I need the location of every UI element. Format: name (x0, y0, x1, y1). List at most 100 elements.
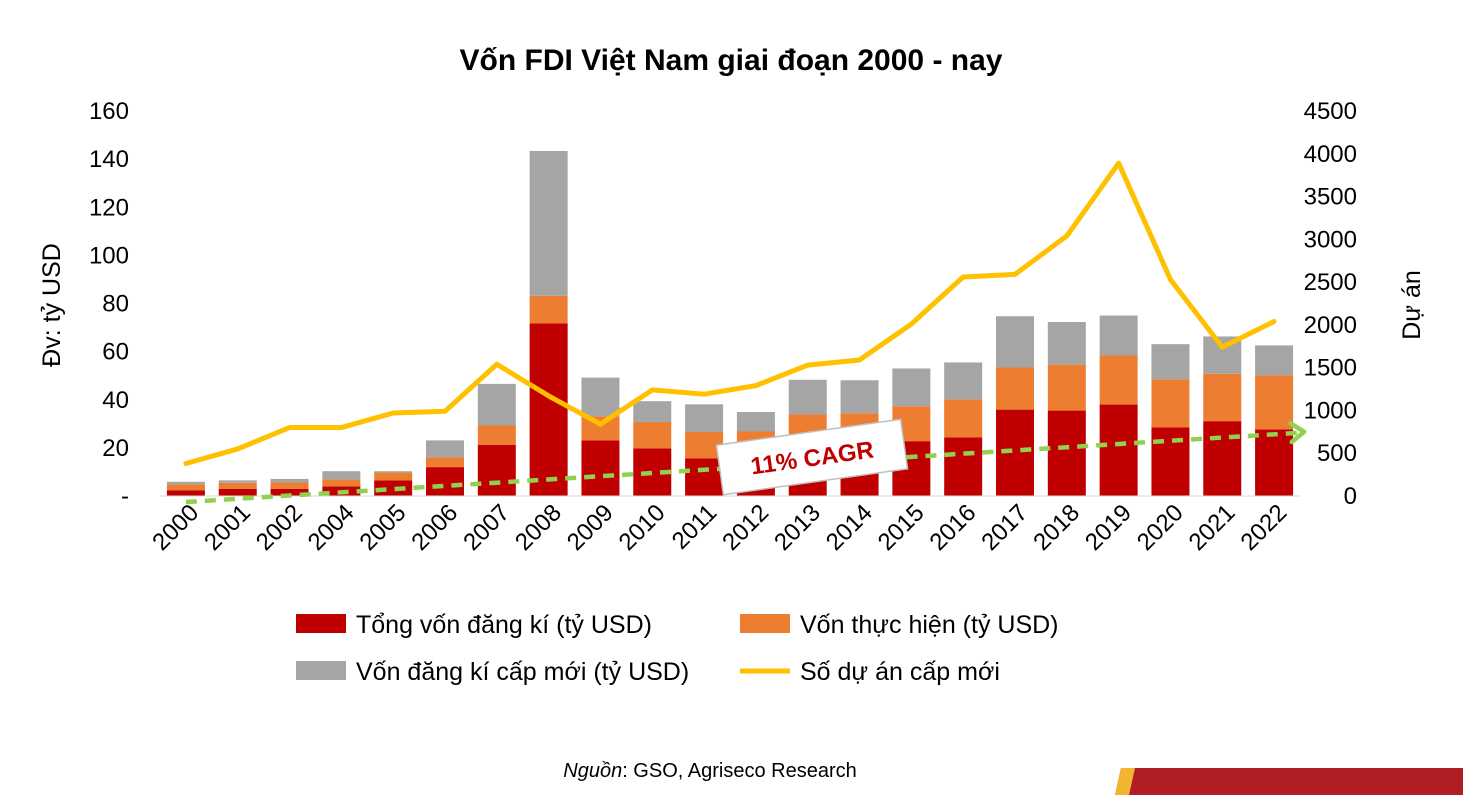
bar-von-thuc-hien (633, 421, 672, 449)
bar-tong-von (1151, 427, 1190, 496)
bar-tong-von (270, 488, 309, 496)
y-left-tick-label: 60 (102, 339, 129, 366)
x-tick-label: 2019 (1080, 499, 1137, 556)
bar-von-thuc-hien (1151, 379, 1190, 428)
bar-tong-von (529, 323, 568, 496)
cagr-callout: 11% CAGR (715, 418, 909, 496)
bar-von-cap-moi (788, 379, 827, 415)
y-axis-left-ticks: - 20 40 60 80 100 120 140 160 (89, 98, 129, 510)
bar-von-cap-moi (581, 377, 620, 417)
x-tick-label: 2006 (406, 499, 463, 556)
y-left-tick-label: 100 (89, 242, 129, 269)
bar-tong-von (581, 440, 620, 496)
x-axis-ticks: 2000200120022004200520062007200820092010… (147, 499, 1292, 556)
legend-item-von-thuc-hien: Vốn thực hiện (tỷ USD) (740, 611, 1059, 639)
bar-von-thuc-hien (218, 482, 257, 489)
bar-von-cap-moi (1099, 315, 1138, 356)
x-tick-label: 2016 (925, 499, 982, 556)
x-tick-label: 2020 (1132, 499, 1189, 556)
chart-title: Vốn FDI Việt Nam giai đoạn 2000 - nay (460, 44, 1003, 77)
legend-swatch-von-thuc-hien (740, 614, 790, 633)
bar-tong-von (426, 467, 464, 496)
bar-von-cap-moi (892, 368, 931, 407)
bar-von-cap-moi (996, 316, 1034, 368)
legend-swatch-tong-von (296, 614, 346, 633)
bar-von-thuc-hien (1203, 373, 1242, 422)
x-tick-label: 2021 (1184, 499, 1241, 556)
bar-von-thuc-hien (1255, 375, 1294, 430)
legend-label-von-cap-moi: Vốn đăng kí cấp mới (tỷ USD) (356, 658, 689, 686)
bar-von-thuc-hien (322, 479, 361, 487)
bar-tong-von (374, 480, 413, 496)
x-tick-label: 2011 (667, 499, 723, 555)
bar-tong-von (685, 458, 724, 496)
bar-von-cap-moi (736, 412, 775, 432)
legend-item-von-cap-moi: Vốn đăng kí cấp mới (tỷ USD) (296, 658, 689, 686)
y-axis-left-label: Đv: tỷ USD (38, 243, 66, 367)
y-left-tick-label: 140 (89, 146, 129, 173)
legend-item-so-du-an: Số dự án cấp mới (740, 658, 1000, 686)
bar-tong-von (1099, 404, 1138, 496)
bar-von-thuc-hien (270, 482, 309, 489)
y-right-tick-label: 3500 (1304, 184, 1357, 211)
x-tick-label: 2001 (199, 499, 256, 556)
y-left-tick-label: 160 (89, 98, 129, 125)
x-tick-label: 2004 (303, 499, 360, 556)
y-left-tick-label: 20 (102, 435, 129, 462)
x-tick-label: 2002 (251, 499, 308, 556)
bar-tong-von (477, 444, 516, 496)
bar-von-thuc-hien (944, 399, 983, 438)
bar-tong-von (1047, 410, 1086, 496)
source-prefix: Nguồn (563, 760, 623, 782)
y-right-tick-label: 2000 (1304, 312, 1357, 339)
bar-von-cap-moi (1255, 345, 1294, 376)
x-tick-label: 2008 (510, 499, 567, 556)
bar-von-cap-moi (944, 362, 983, 400)
cagr-trend-arrowhead (1288, 421, 1307, 445)
source-note: Nguồn: GSO, Agriseco Research (0, 760, 1420, 783)
bar-von-thuc-hien (1099, 355, 1138, 405)
bar-von-thuc-hien (374, 472, 413, 481)
bar-tong-von (166, 490, 205, 496)
bar-von-cap-moi (633, 401, 672, 422)
bar-tong-von (218, 488, 257, 496)
x-tick-label: 2000 (147, 499, 204, 556)
y-right-tick-label: 3000 (1304, 226, 1357, 253)
x-tick-label: 2005 (355, 499, 412, 556)
legend: Tổng vốn đăng kí (tỷ USD) Vốn thực hiện … (296, 611, 1059, 686)
bar-von-thuc-hien (996, 367, 1034, 410)
bar-von-cap-moi (322, 471, 361, 480)
y-left-tick-label: - (121, 483, 129, 510)
bar-von-thuc-hien (529, 295, 568, 324)
y-right-tick-label: 0 (1344, 483, 1357, 510)
bar-tong-von (944, 437, 983, 496)
y-right-tick-label: 4500 (1304, 98, 1357, 125)
legend-item-tong-von: Tổng vốn đăng kí (tỷ USD) (296, 611, 652, 639)
x-tick-label: 2015 (873, 499, 930, 556)
bar-series-group (166, 150, 1294, 496)
bar-von-cap-moi (840, 380, 879, 414)
bar-tong-von (1255, 429, 1294, 496)
bar-von-thuc-hien (477, 425, 516, 445)
y-right-tick-label: 2500 (1304, 269, 1357, 296)
y-left-tick-label: 80 (102, 291, 129, 318)
legend-label-von-thuc-hien: Vốn thực hiện (tỷ USD) (800, 611, 1059, 639)
bar-von-thuc-hien (1047, 364, 1086, 411)
bar-von-cap-moi (1151, 344, 1190, 380)
bar-von-cap-moi (529, 150, 568, 296)
y-right-tick-label: 1500 (1304, 355, 1357, 382)
bar-von-thuc-hien (581, 416, 620, 441)
x-tick-label: 2022 (1235, 499, 1292, 556)
bar-von-cap-moi (477, 383, 516, 426)
x-tick-label: 2017 (976, 499, 1033, 556)
x-tick-label: 2012 (717, 499, 774, 556)
y-right-tick-label: 4000 (1304, 141, 1357, 168)
legend-label-tong-von: Tổng vốn đăng kí (tỷ USD) (356, 611, 652, 639)
x-tick-label: 2014 (821, 499, 878, 556)
x-tick-label: 2018 (1028, 499, 1085, 556)
bar-von-cap-moi (685, 404, 724, 432)
bar-von-cap-moi (374, 471, 413, 473)
corner-decoration (1115, 768, 1463, 795)
bar-von-cap-moi (270, 478, 309, 483)
